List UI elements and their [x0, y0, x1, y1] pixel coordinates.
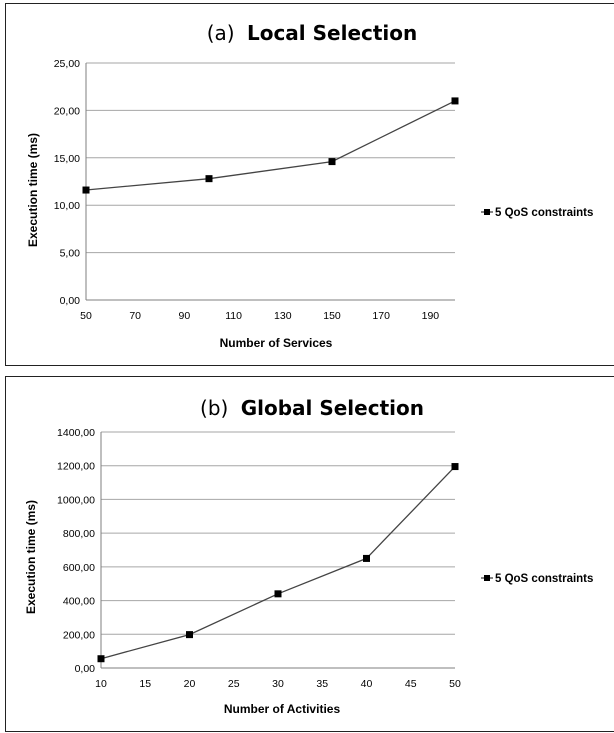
y-tick-label: 20,00: [54, 105, 80, 117]
x-tick-label: 130: [274, 310, 292, 322]
x-axis-label: Number of Services: [220, 336, 333, 350]
y-tick-label: 15,00: [54, 153, 80, 165]
x-tick-label: 45: [405, 678, 417, 690]
chart-title-prefix: (a): [207, 21, 235, 45]
x-tick-label: 150: [323, 310, 341, 322]
chart-panel-local-selection: (a) Local Selection 0,00 5,00 10,00 15,00 20…: [5, 3, 614, 366]
y-tick-label: 5,00: [60, 248, 81, 260]
x-tick-label: 30: [272, 678, 284, 690]
legend: 5 QoS constraints: [481, 207, 593, 219]
data-point: [205, 175, 213, 183]
x-tick-label: 20: [184, 678, 196, 690]
x-tick-label: 10: [95, 678, 107, 690]
legend-label: 5 QoS constraints: [495, 573, 593, 585]
x-tick-label: 15: [139, 678, 151, 690]
data-point: [97, 655, 105, 663]
series-line: [85, 100, 456, 191]
y-tick-label: 1200,00: [57, 461, 95, 473]
x-tick-label: 190: [422, 310, 440, 322]
chart-title-text: Global Selection: [241, 396, 424, 420]
x-tick-label: 110: [225, 310, 242, 322]
y-axis-label: Execution time (ms): [24, 500, 38, 614]
y-tick-label: 400,00: [63, 596, 95, 608]
x-axis-label: Number of Activities: [224, 702, 341, 716]
x-tick-label: 50: [449, 678, 461, 690]
legend-marker: [484, 209, 490, 215]
y-tick-label: 800,00: [63, 528, 95, 540]
x-tick-label: 170: [372, 310, 390, 322]
data-point: [82, 186, 90, 194]
x-tick-label: 50: [80, 310, 92, 322]
y-tick-label: 600,00: [63, 562, 95, 574]
data-point: [363, 554, 370, 562]
y-axis-label: Execution time (ms): [26, 133, 40, 247]
data-point: [186, 631, 193, 639]
data-point: [274, 590, 282, 598]
chart-title-prefix: (b): [200, 396, 228, 420]
legend: 5 QoS constraints: [481, 573, 593, 585]
chart-panel-global-selection: (b) Global Selection 0,00 200,00 400,00 600…: [5, 376, 614, 732]
data-point: [451, 463, 459, 471]
x-tick-label: 35: [316, 678, 328, 690]
legend-marker: [484, 575, 490, 581]
y-tick-label: 10,00: [54, 200, 80, 212]
legend-label: 5 QoS constraints: [495, 207, 593, 219]
y-tick-label: 200,00: [63, 629, 95, 641]
x-tick-label: 90: [179, 310, 191, 322]
y-tick-label: 25,00: [54, 58, 80, 70]
chart-title: (a) Local Selection: [207, 21, 418, 45]
data-point: [451, 97, 459, 105]
x-tick-label: 25: [228, 678, 240, 690]
series-line: [100, 466, 456, 660]
x-tick-label: 70: [129, 310, 141, 322]
x-tick-label: 40: [361, 678, 373, 690]
chart-title-text: Local Selection: [247, 21, 417, 45]
y-tick-label: 1400,00: [57, 427, 95, 439]
data-point: [328, 158, 336, 166]
chart-title: (b) Global Selection: [200, 396, 424, 420]
y-tick-label: 0,00: [75, 663, 96, 675]
chart-global-selection: (b) Global Selection 0,00 200,00 400,00 600…: [24, 396, 593, 716]
chart-local-selection: (a) Local Selection 0,00 5,00 10,00 15,00 20…: [26, 21, 593, 350]
y-tick-label: 1000,00: [57, 494, 95, 506]
y-tick-label: 0,00: [60, 295, 81, 307]
